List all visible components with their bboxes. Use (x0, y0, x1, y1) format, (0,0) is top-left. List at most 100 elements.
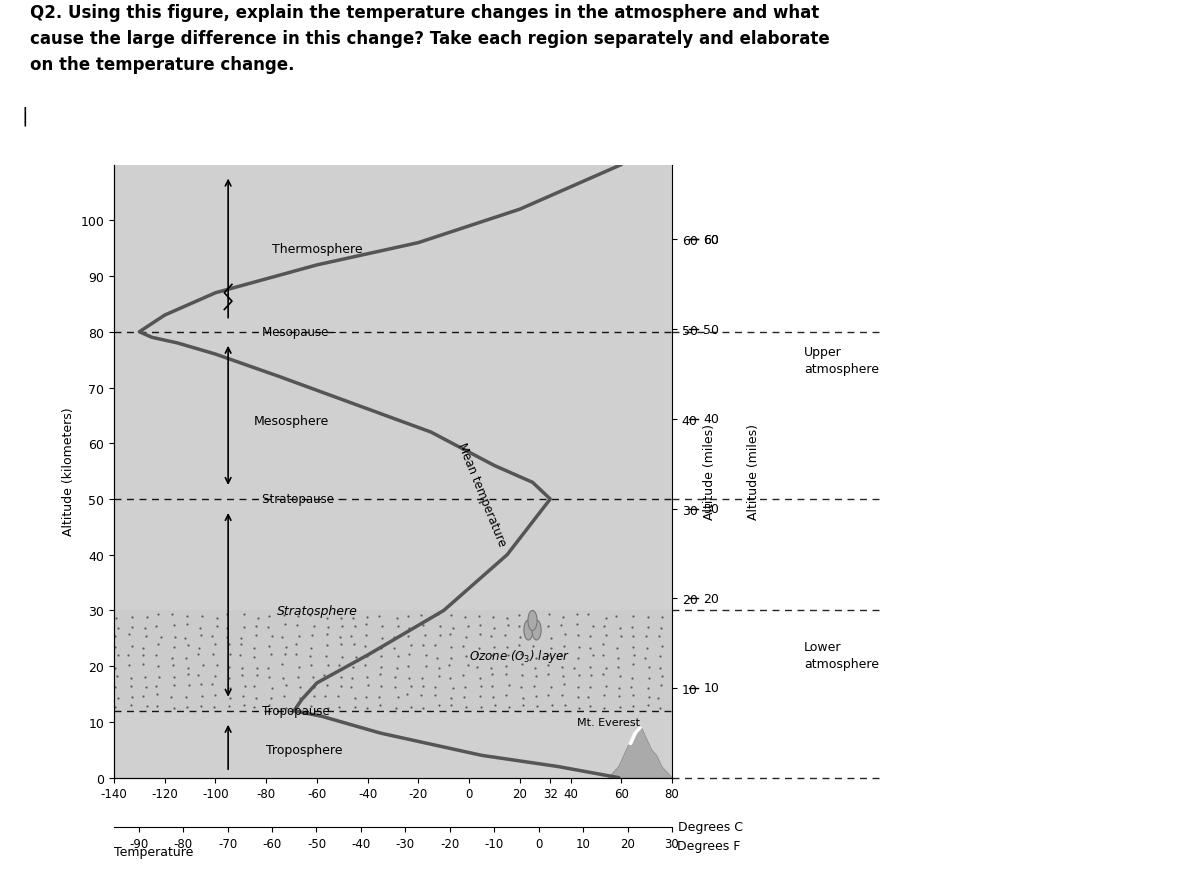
Point (565, 628, 584, 643)
Point (385, 700, 404, 714)
Point (343, 700, 362, 714)
Point (108, 679, 127, 694)
Point (246, 647, 265, 662)
Point (262, 628, 281, 642)
Point (607, 629, 626, 644)
Point (457, 659, 476, 673)
Point (374, 691, 394, 705)
Point (246, 611, 265, 626)
Text: Troposphere: Troposphere (266, 744, 342, 756)
Point (635, 649, 654, 663)
Y-axis label: Altitude (miles): Altitude (miles) (703, 424, 716, 519)
Point (539, 647, 558, 662)
Point (443, 679, 462, 693)
Point (625, 689, 644, 704)
Point (623, 647, 642, 662)
Text: 60: 60 (703, 233, 719, 247)
Text: Degrees F: Degrees F (677, 839, 740, 852)
Point (565, 699, 584, 713)
Point (580, 670, 599, 685)
Point (190, 650, 209, 664)
Point (442, 699, 461, 713)
Point (539, 691, 558, 705)
Point (526, 662, 545, 676)
Point (188, 679, 208, 693)
Point (611, 657, 630, 671)
Point (413, 658, 432, 672)
Point (276, 609, 295, 623)
Point (611, 670, 630, 684)
Point (289, 638, 308, 653)
Point (556, 658, 575, 672)
Point (176, 611, 196, 625)
Point (150, 651, 169, 665)
Point (259, 608, 278, 622)
Point (426, 651, 445, 665)
Text: Altitude (miles): Altitude (miles) (748, 424, 760, 519)
Point (486, 698, 505, 713)
Point (191, 620, 210, 634)
Polygon shape (608, 728, 672, 778)
Point (528, 690, 547, 704)
Point (482, 628, 502, 643)
Point (359, 611, 378, 625)
Point (472, 620, 491, 634)
Point (359, 658, 378, 672)
Point (304, 637, 323, 652)
Point (625, 700, 644, 714)
Text: Stratosphere: Stratosphere (276, 604, 358, 617)
Point (499, 649, 518, 663)
Point (496, 609, 515, 623)
Point (580, 639, 599, 654)
Point (371, 699, 390, 713)
Point (593, 629, 612, 644)
Point (623, 641, 642, 655)
Point (481, 679, 500, 694)
Circle shape (524, 620, 533, 640)
Point (176, 679, 196, 694)
Point (498, 621, 517, 636)
Text: 30: 30 (703, 502, 719, 516)
Point (161, 650, 180, 664)
Point (554, 688, 574, 703)
Point (122, 697, 142, 712)
Point (486, 609, 505, 623)
Point (146, 678, 166, 692)
Point (347, 657, 366, 671)
Point (343, 620, 362, 635)
Point (553, 650, 572, 664)
Point (623, 667, 642, 681)
Point (108, 649, 127, 663)
Point (176, 652, 196, 666)
Point (467, 611, 486, 626)
Point (551, 621, 570, 636)
Point (286, 689, 305, 704)
Point (456, 700, 475, 714)
Point (412, 630, 431, 645)
Point (385, 687, 404, 702)
Text: 60: 60 (703, 233, 719, 247)
Point (204, 618, 223, 632)
Point (523, 670, 542, 685)
Point (203, 651, 222, 665)
Point (360, 670, 379, 684)
Point (553, 608, 572, 622)
Point (538, 611, 557, 625)
Point (246, 657, 265, 671)
Point (527, 620, 546, 634)
Text: |: | (22, 106, 29, 126)
Point (221, 690, 240, 704)
Point (161, 637, 180, 652)
Point (220, 699, 239, 713)
Point (304, 630, 323, 645)
Point (164, 620, 184, 635)
Text: Mean temperature: Mean temperature (455, 440, 509, 547)
Point (203, 638, 222, 653)
Point (150, 670, 169, 684)
Point (470, 629, 490, 644)
Point (454, 669, 473, 683)
Point (343, 689, 362, 704)
Point (527, 628, 546, 643)
Point (137, 701, 156, 715)
Point (499, 670, 518, 685)
